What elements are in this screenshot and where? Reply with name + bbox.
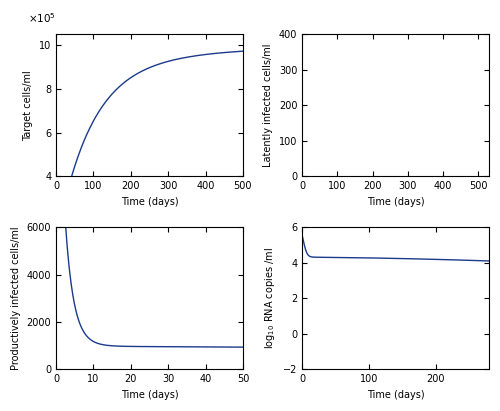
Y-axis label: log$_{10}$ RNA copies /ml: log$_{10}$ RNA copies /ml xyxy=(264,247,278,349)
X-axis label: Time (days): Time (days) xyxy=(366,390,424,400)
X-axis label: Time (days): Time (days) xyxy=(120,197,178,207)
Y-axis label: Productively infected cells/ml: Productively infected cells/ml xyxy=(11,227,21,370)
X-axis label: Time (days): Time (days) xyxy=(120,390,178,400)
Y-axis label: Latently infected cells/ml: Latently infected cells/ml xyxy=(263,44,273,167)
Text: $\times 10^5$: $\times 10^5$ xyxy=(28,11,56,25)
Y-axis label: Target cells/ml: Target cells/ml xyxy=(24,70,34,141)
X-axis label: Time (days): Time (days) xyxy=(366,197,424,207)
